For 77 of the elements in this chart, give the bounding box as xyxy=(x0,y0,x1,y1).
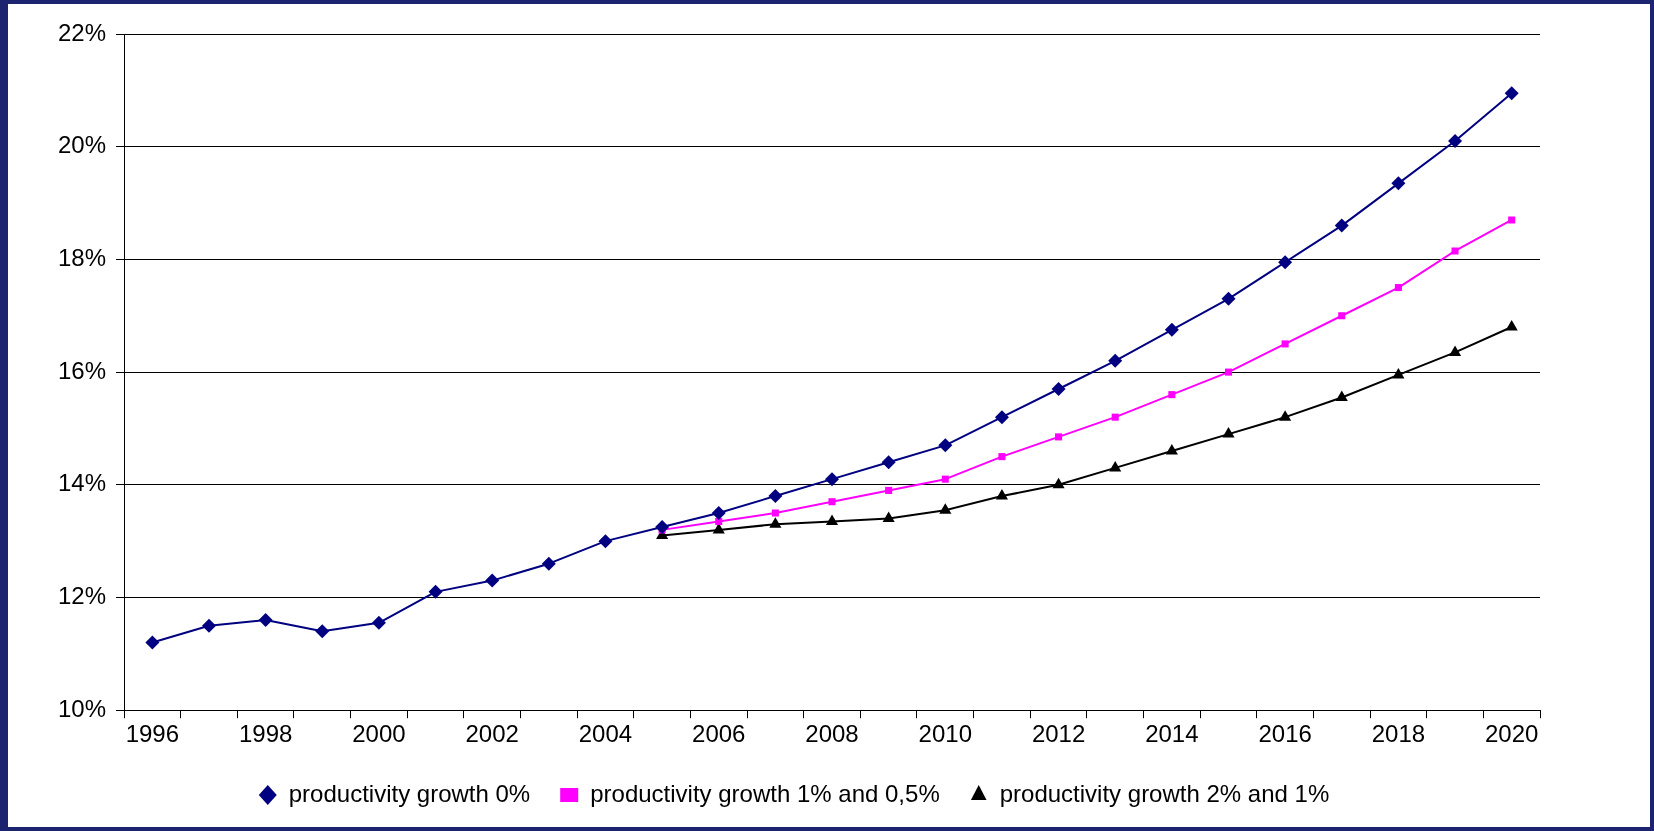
point xyxy=(541,556,556,571)
point xyxy=(1281,340,1289,348)
point xyxy=(938,438,953,453)
point xyxy=(771,509,779,517)
point xyxy=(1504,86,1519,101)
point xyxy=(1055,433,1063,441)
x-tick-label: 2018 xyxy=(1371,720,1426,748)
x-tick-label: 1998 xyxy=(238,720,293,748)
point xyxy=(1222,427,1235,438)
point xyxy=(1165,443,1178,455)
point xyxy=(768,489,783,504)
point xyxy=(995,489,1008,500)
point xyxy=(598,534,613,549)
point xyxy=(1394,284,1402,292)
point xyxy=(1278,255,1293,270)
point xyxy=(258,613,273,628)
y-tick-label: 22% xyxy=(57,18,107,46)
point xyxy=(711,505,726,520)
point xyxy=(939,503,952,514)
point xyxy=(1168,391,1176,399)
x-tick-label: 2012 xyxy=(1031,720,1086,748)
point xyxy=(1448,134,1463,149)
point xyxy=(1505,320,1518,331)
point xyxy=(1052,477,1065,489)
point xyxy=(485,573,500,588)
legend-label: productivity growth 2% and 1% xyxy=(999,779,1330,807)
point xyxy=(941,475,949,483)
point xyxy=(201,618,216,633)
point xyxy=(828,498,836,506)
point xyxy=(1221,291,1236,306)
y-tick-label: 16% xyxy=(57,356,107,384)
point xyxy=(1051,382,1066,397)
point xyxy=(885,486,893,494)
point xyxy=(1392,367,1405,379)
y-tick-label: 14% xyxy=(57,469,107,497)
x-tick-label: 2016 xyxy=(1258,720,1312,748)
y-tick-label: 10% xyxy=(57,694,107,722)
legend-label: productivity growth 0% xyxy=(288,779,531,807)
point xyxy=(1279,410,1292,421)
point xyxy=(882,511,895,523)
point xyxy=(1451,247,1459,255)
x-tick-label: 2000 xyxy=(352,720,406,748)
y-tick-label: 12% xyxy=(57,582,107,610)
x-tick-label: 1996 xyxy=(125,720,180,748)
point xyxy=(825,514,839,525)
y-tick-label: 18% xyxy=(57,244,107,272)
x-tick-label: 2004 xyxy=(578,720,633,748)
point xyxy=(428,584,443,599)
point xyxy=(371,615,386,630)
point xyxy=(1508,216,1516,224)
point xyxy=(315,624,330,639)
point xyxy=(1335,390,1348,401)
x-tick-label: 2010 xyxy=(918,720,972,748)
point xyxy=(1334,218,1349,233)
legend-label: productivity growth 1% and 0,5% xyxy=(590,779,940,807)
point xyxy=(994,410,1009,425)
point xyxy=(825,472,840,487)
point xyxy=(1109,460,1122,472)
point xyxy=(655,520,670,535)
x-tick-label: 2006 xyxy=(692,720,746,748)
point xyxy=(769,517,782,528)
x-tick-label: 2020 xyxy=(1484,720,1539,748)
point xyxy=(1224,368,1233,376)
point xyxy=(1338,312,1346,320)
point xyxy=(145,635,160,650)
point xyxy=(715,517,723,525)
point xyxy=(1391,176,1406,191)
point xyxy=(998,453,1006,461)
x-tick-label: 2008 xyxy=(805,720,859,748)
point xyxy=(1164,322,1179,337)
point xyxy=(1448,345,1462,356)
point xyxy=(1111,413,1119,421)
point xyxy=(1108,353,1123,368)
point xyxy=(881,455,896,470)
x-tick-label: 2014 xyxy=(1145,720,1199,748)
x-tick-label: 2002 xyxy=(465,720,519,748)
y-tick-label: 20% xyxy=(57,131,107,159)
